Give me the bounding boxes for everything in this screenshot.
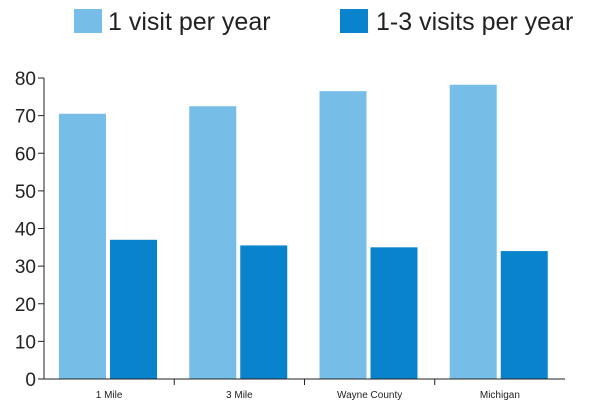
y-tick-label: 40 <box>15 220 36 241</box>
bar-1-wayne-county <box>319 91 367 379</box>
y-tick-label: 80 <box>15 69 36 90</box>
bar-2-1-mile <box>110 239 157 379</box>
legend-swatch-1 <box>74 9 102 33</box>
y-tick-label: 0 <box>25 370 36 391</box>
bar-2-michigan <box>500 251 548 379</box>
bar-2-3-mile <box>240 245 288 379</box>
y-tick-label: 70 <box>15 107 36 128</box>
legend: 1 visit per year 1-3 visits per year <box>74 8 573 36</box>
x-tick-label: 1 Mile <box>96 390 123 401</box>
bars <box>59 84 548 380</box>
x-tick-label: Michigan <box>480 390 520 401</box>
y-axis: 0 10 20 30 40 50 60 70 80 <box>15 69 45 391</box>
bar-1-1-mile <box>59 113 106 380</box>
x-tick-label: 3 Mile <box>226 390 253 401</box>
bar-2-wayne-county <box>370 247 418 379</box>
y-tick-label: 30 <box>15 257 36 278</box>
y-tick-label: 50 <box>15 182 36 203</box>
legend-label-2: 1-3 visits per year <box>376 8 573 36</box>
bar-1-michigan <box>449 84 497 380</box>
y-tick-label: 10 <box>15 332 36 353</box>
y-tick-label: 20 <box>15 295 36 316</box>
x-axis: 1 Mile 3 Mile Wayne County Michigan <box>44 378 565 401</box>
x-tick-label: Wayne County <box>337 390 402 401</box>
legend-swatch-2 <box>340 9 368 33</box>
bar-1-3-mile <box>189 106 237 379</box>
legend-label-1: 1 visit per year <box>108 8 271 36</box>
y-tick-label: 60 <box>15 144 36 165</box>
